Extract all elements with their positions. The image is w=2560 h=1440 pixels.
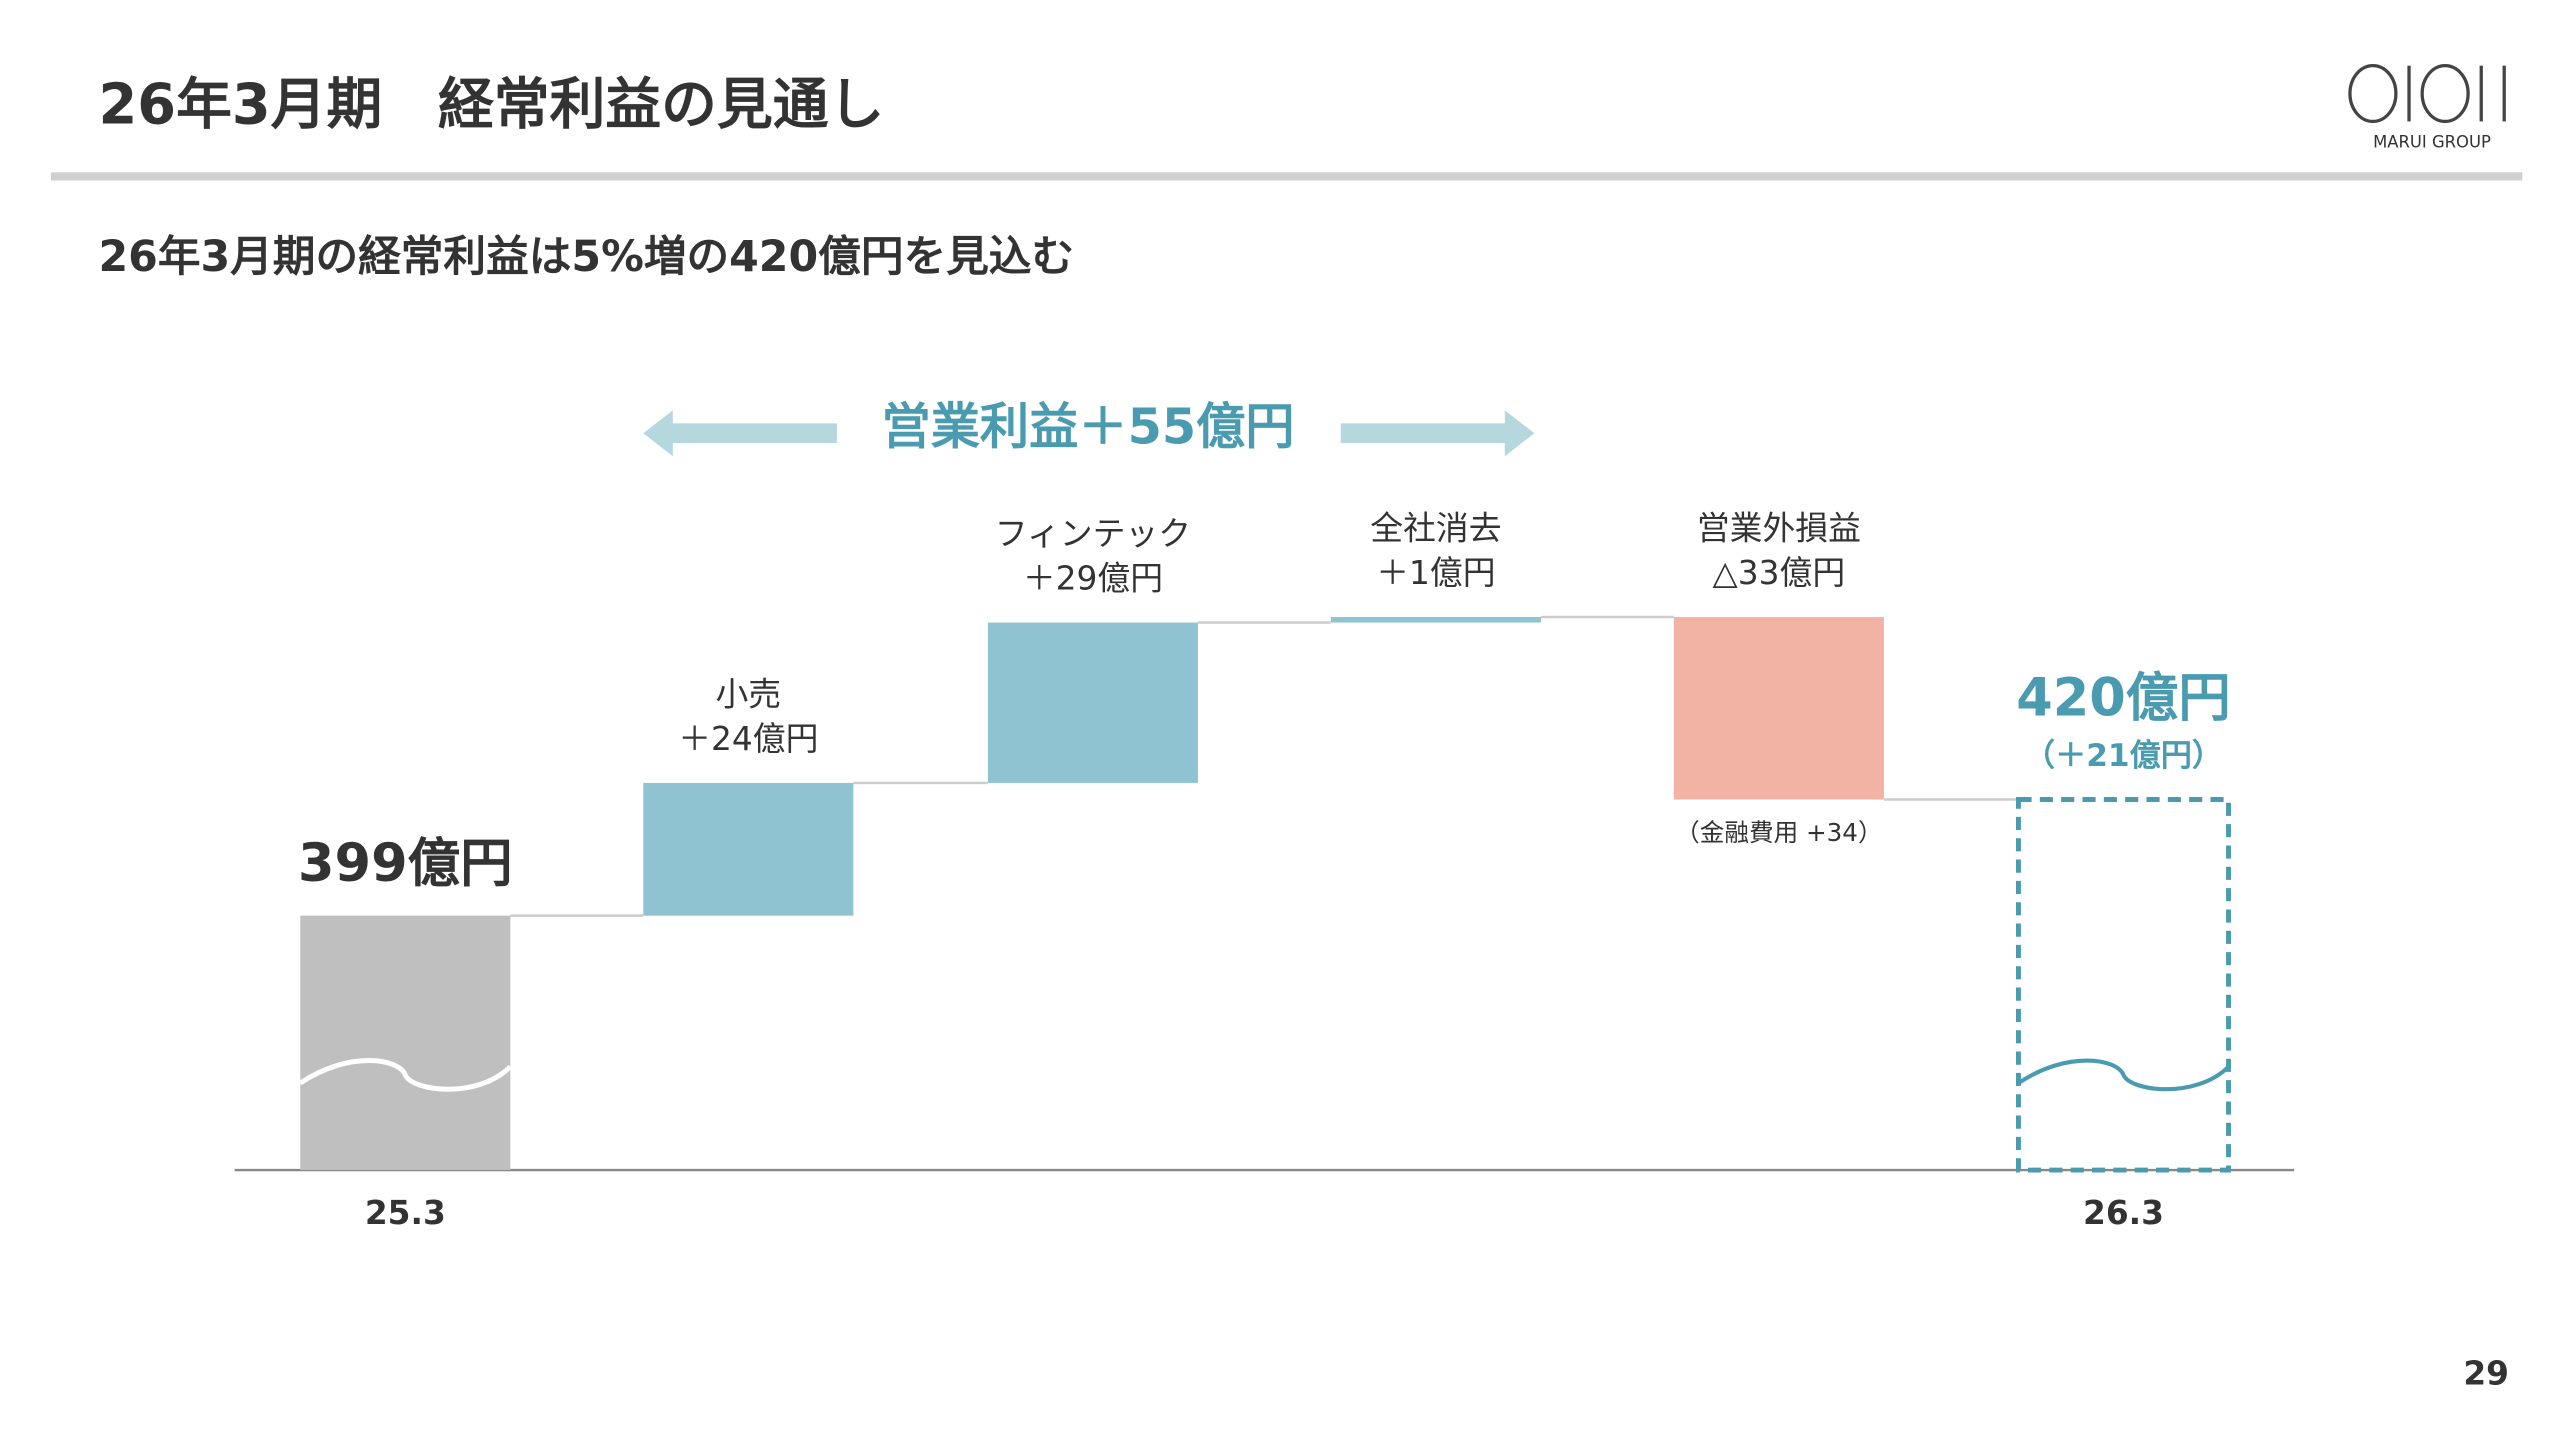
value-label: ＋24億円: [678, 720, 818, 758]
value-label: △33億円: [1713, 554, 1846, 592]
step-name: 営業外損益: [1697, 510, 1861, 548]
value-label: ＋29億円: [1023, 559, 1163, 597]
forecast-bar: [2015, 797, 2231, 1173]
step-bar: [987, 622, 1198, 783]
step-name: 全社消去: [1370, 510, 1501, 548]
logo: [2348, 63, 2506, 124]
step-bar: [643, 782, 854, 916]
step-name: フィンテック: [995, 515, 1191, 553]
total-label: 399億円: [298, 833, 513, 894]
value-label: ＋1億円: [1376, 554, 1495, 592]
step-name: 小売: [715, 675, 781, 713]
step-bar: [1330, 617, 1541, 623]
step-bar: [1673, 617, 1884, 800]
x-tick-label: 26.3: [2083, 1194, 2164, 1232]
title: 26年3月期 経常利益の見通し: [98, 72, 884, 137]
annotation: （金融費用 +34）: [1675, 818, 1882, 847]
logo-text: MARUI GROUP: [2373, 132, 2491, 151]
bracket-arrow-left: [643, 410, 837, 457]
total-label: 420億円: [2016, 668, 2231, 729]
subtitle: 26年3月期の経常利益は5%増の420億円を見込む: [98, 232, 1074, 282]
bracket-label: 営業利益＋55億円: [881, 397, 1294, 455]
title-rule: [50, 172, 2523, 181]
total-bar: [300, 915, 511, 1171]
x-tick-label: 25.3: [365, 1194, 446, 1232]
change-label: （＋21億円）: [2024, 738, 2223, 774]
page-number: 29: [2463, 1355, 2509, 1393]
break-wave: [2017, 1058, 2230, 1092]
break-wave: [298, 1058, 513, 1092]
bracket-arrow-right: [1340, 410, 1535, 457]
